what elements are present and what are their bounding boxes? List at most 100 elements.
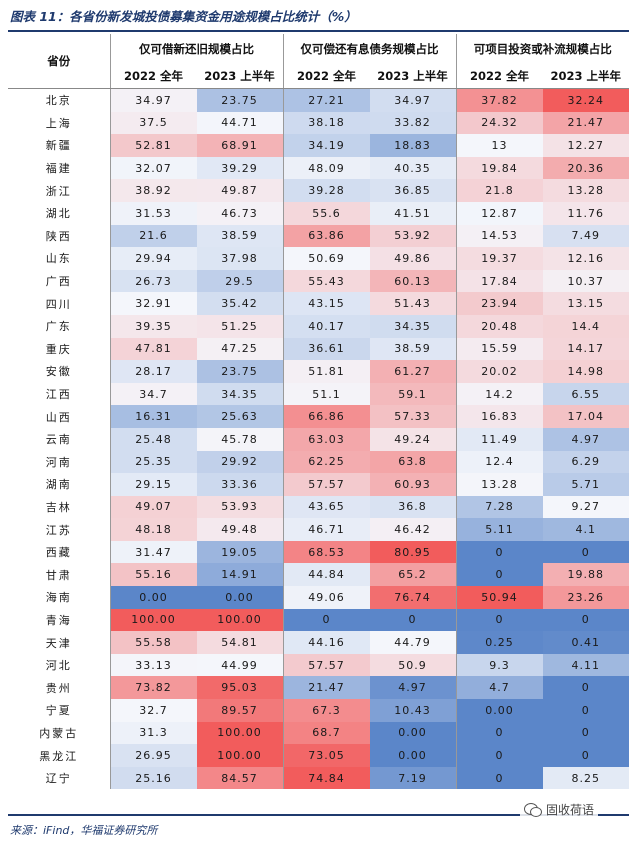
value-cell: 73.82 [109,676,197,700]
province-cell: 贵州 [8,676,110,700]
value-cell: 23.75 [196,88,283,112]
province-cell: 天津 [8,631,110,654]
province-cell: 辽宁 [8,766,110,790]
value-cell: 29.94 [109,247,197,270]
value-cell: 19.88 [542,563,629,587]
value-cell: 49.07 [109,495,197,519]
value-cell: 43.15 [282,292,370,315]
value-cell: 0 [282,608,370,632]
value-cell: 57.57 [282,473,370,496]
value-cell: 14.4 [542,314,629,338]
value-cell: 44.79 [369,631,456,654]
value-cell: 53.93 [196,495,283,519]
value-cell: 0 [369,608,456,632]
value-cell: 19.05 [196,540,283,564]
province-cell: 北京 [8,88,110,112]
value-cell: 0 [542,540,629,564]
province-cell: 山东 [8,247,110,270]
province-cell: 重庆 [8,337,110,361]
province-cell: 湖南 [8,473,110,496]
province-cell: 海南 [8,586,110,609]
value-cell: 89.57 [196,699,283,722]
value-cell: 26.95 [109,744,197,767]
value-cell: 8.25 [542,766,629,790]
value-cell: 26.73 [109,269,197,293]
value-cell: 31.47 [109,540,197,564]
value-cell: 49.87 [196,179,283,202]
value-cell: 13.28 [455,473,543,496]
value-cell: 57.57 [282,653,370,677]
value-cell: 49.06 [282,586,370,609]
table-row: 山东 29.94 37.98 50.69 49.86 19.37 12.16 [8,247,629,270]
subcol-2023h1: 2023 上半年 [369,64,456,89]
table-row: 湖南 29.15 33.36 57.57 60.93 13.28 5.71 [8,473,629,496]
value-cell: 20.02 [455,360,543,383]
province-cell: 福建 [8,156,110,180]
table-row: 河北 33.13 44.99 57.57 50.9 9.3 4.11 [8,653,629,677]
value-cell: 0 [542,676,629,700]
value-cell: 24.32 [455,111,543,135]
value-cell: 46.73 [196,201,283,225]
table-row: 黑龙江 26.95 100.00 73.05 0.00 0 0 [8,744,629,767]
value-cell: 32.7 [109,699,197,722]
value-cell: 18.83 [369,134,456,157]
value-cell: 47.81 [109,337,197,361]
value-cell: 6.29 [542,450,629,474]
value-cell: 7.49 [542,224,629,248]
table-row: 西藏 31.47 19.05 68.53 80.95 0 0 [8,540,629,564]
value-cell: 33.36 [196,473,283,496]
value-cell: 39.35 [109,314,197,338]
value-cell: 5.11 [455,518,543,541]
value-cell: 4.97 [369,676,456,700]
value-cell: 14.98 [542,360,629,383]
value-cell: 0.00 [369,721,456,745]
value-cell: 32.24 [542,88,629,112]
value-cell: 12.4 [455,450,543,474]
value-cell: 4.1 [542,518,629,541]
table-row: 北京 34.97 23.75 27.21 34.97 37.82 32.24 [8,88,629,112]
value-cell: 11.76 [542,201,629,225]
table-row: 陕西 21.6 38.59 63.86 53.92 14.53 7.49 [8,224,629,248]
value-cell: 0 [542,721,629,745]
value-cell: 34.7 [109,382,197,406]
value-cell: 36.85 [369,179,456,202]
value-cell: 7.28 [455,495,543,519]
value-cell: 74.84 [282,766,370,790]
table-row: 甘肃 55.16 14.91 44.84 65.2 0 19.88 [8,563,629,587]
province-cell: 广西 [8,269,110,293]
value-cell: 19.84 [455,156,543,180]
value-cell: 10.43 [369,699,456,722]
value-cell: 0.41 [542,631,629,654]
value-cell: 34.35 [196,382,283,406]
value-cell: 38.59 [196,224,283,248]
value-cell: 0 [542,608,629,632]
value-cell: 33.13 [109,653,197,677]
value-cell: 29.92 [196,450,283,474]
value-cell: 0 [455,563,543,587]
subcol-2022: 2022 全年 [282,64,370,89]
value-cell: 44.16 [282,631,370,654]
table-row: 天津 55.58 54.81 44.16 44.79 0.25 0.41 [8,631,629,654]
table-row: 广东 39.35 51.25 40.17 34.35 20.48 14.4 [8,314,629,338]
value-cell: 84.57 [196,766,283,790]
value-cell: 63.03 [282,427,370,451]
value-cell: 45.78 [196,427,283,451]
table-row: 江西 34.7 34.35 51.1 59.1 14.2 6.55 [8,382,629,406]
value-cell: 55.43 [282,269,370,293]
table-row: 吉林 49.07 53.93 43.65 36.8 7.28 9.27 [8,495,629,519]
value-cell: 100.00 [196,721,283,745]
table-row: 四川 32.91 35.42 43.15 51.43 23.94 13.15 [8,292,629,315]
value-cell: 40.35 [369,156,456,180]
value-cell: 73.05 [282,744,370,767]
value-cell: 29.15 [109,473,197,496]
table-row: 安徽 28.17 23.75 51.81 61.27 20.02 14.98 [8,360,629,383]
value-cell: 68.91 [196,134,283,157]
value-cell: 66.86 [282,405,370,428]
value-cell: 34.97 [369,88,456,112]
value-cell: 39.28 [282,179,370,202]
value-cell: 51.1 [282,382,370,406]
table-row: 河南 25.35 29.92 62.25 63.8 12.4 6.29 [8,450,629,474]
value-cell: 36.8 [369,495,456,519]
province-cell: 广东 [8,314,110,338]
value-cell: 38.18 [282,111,370,135]
